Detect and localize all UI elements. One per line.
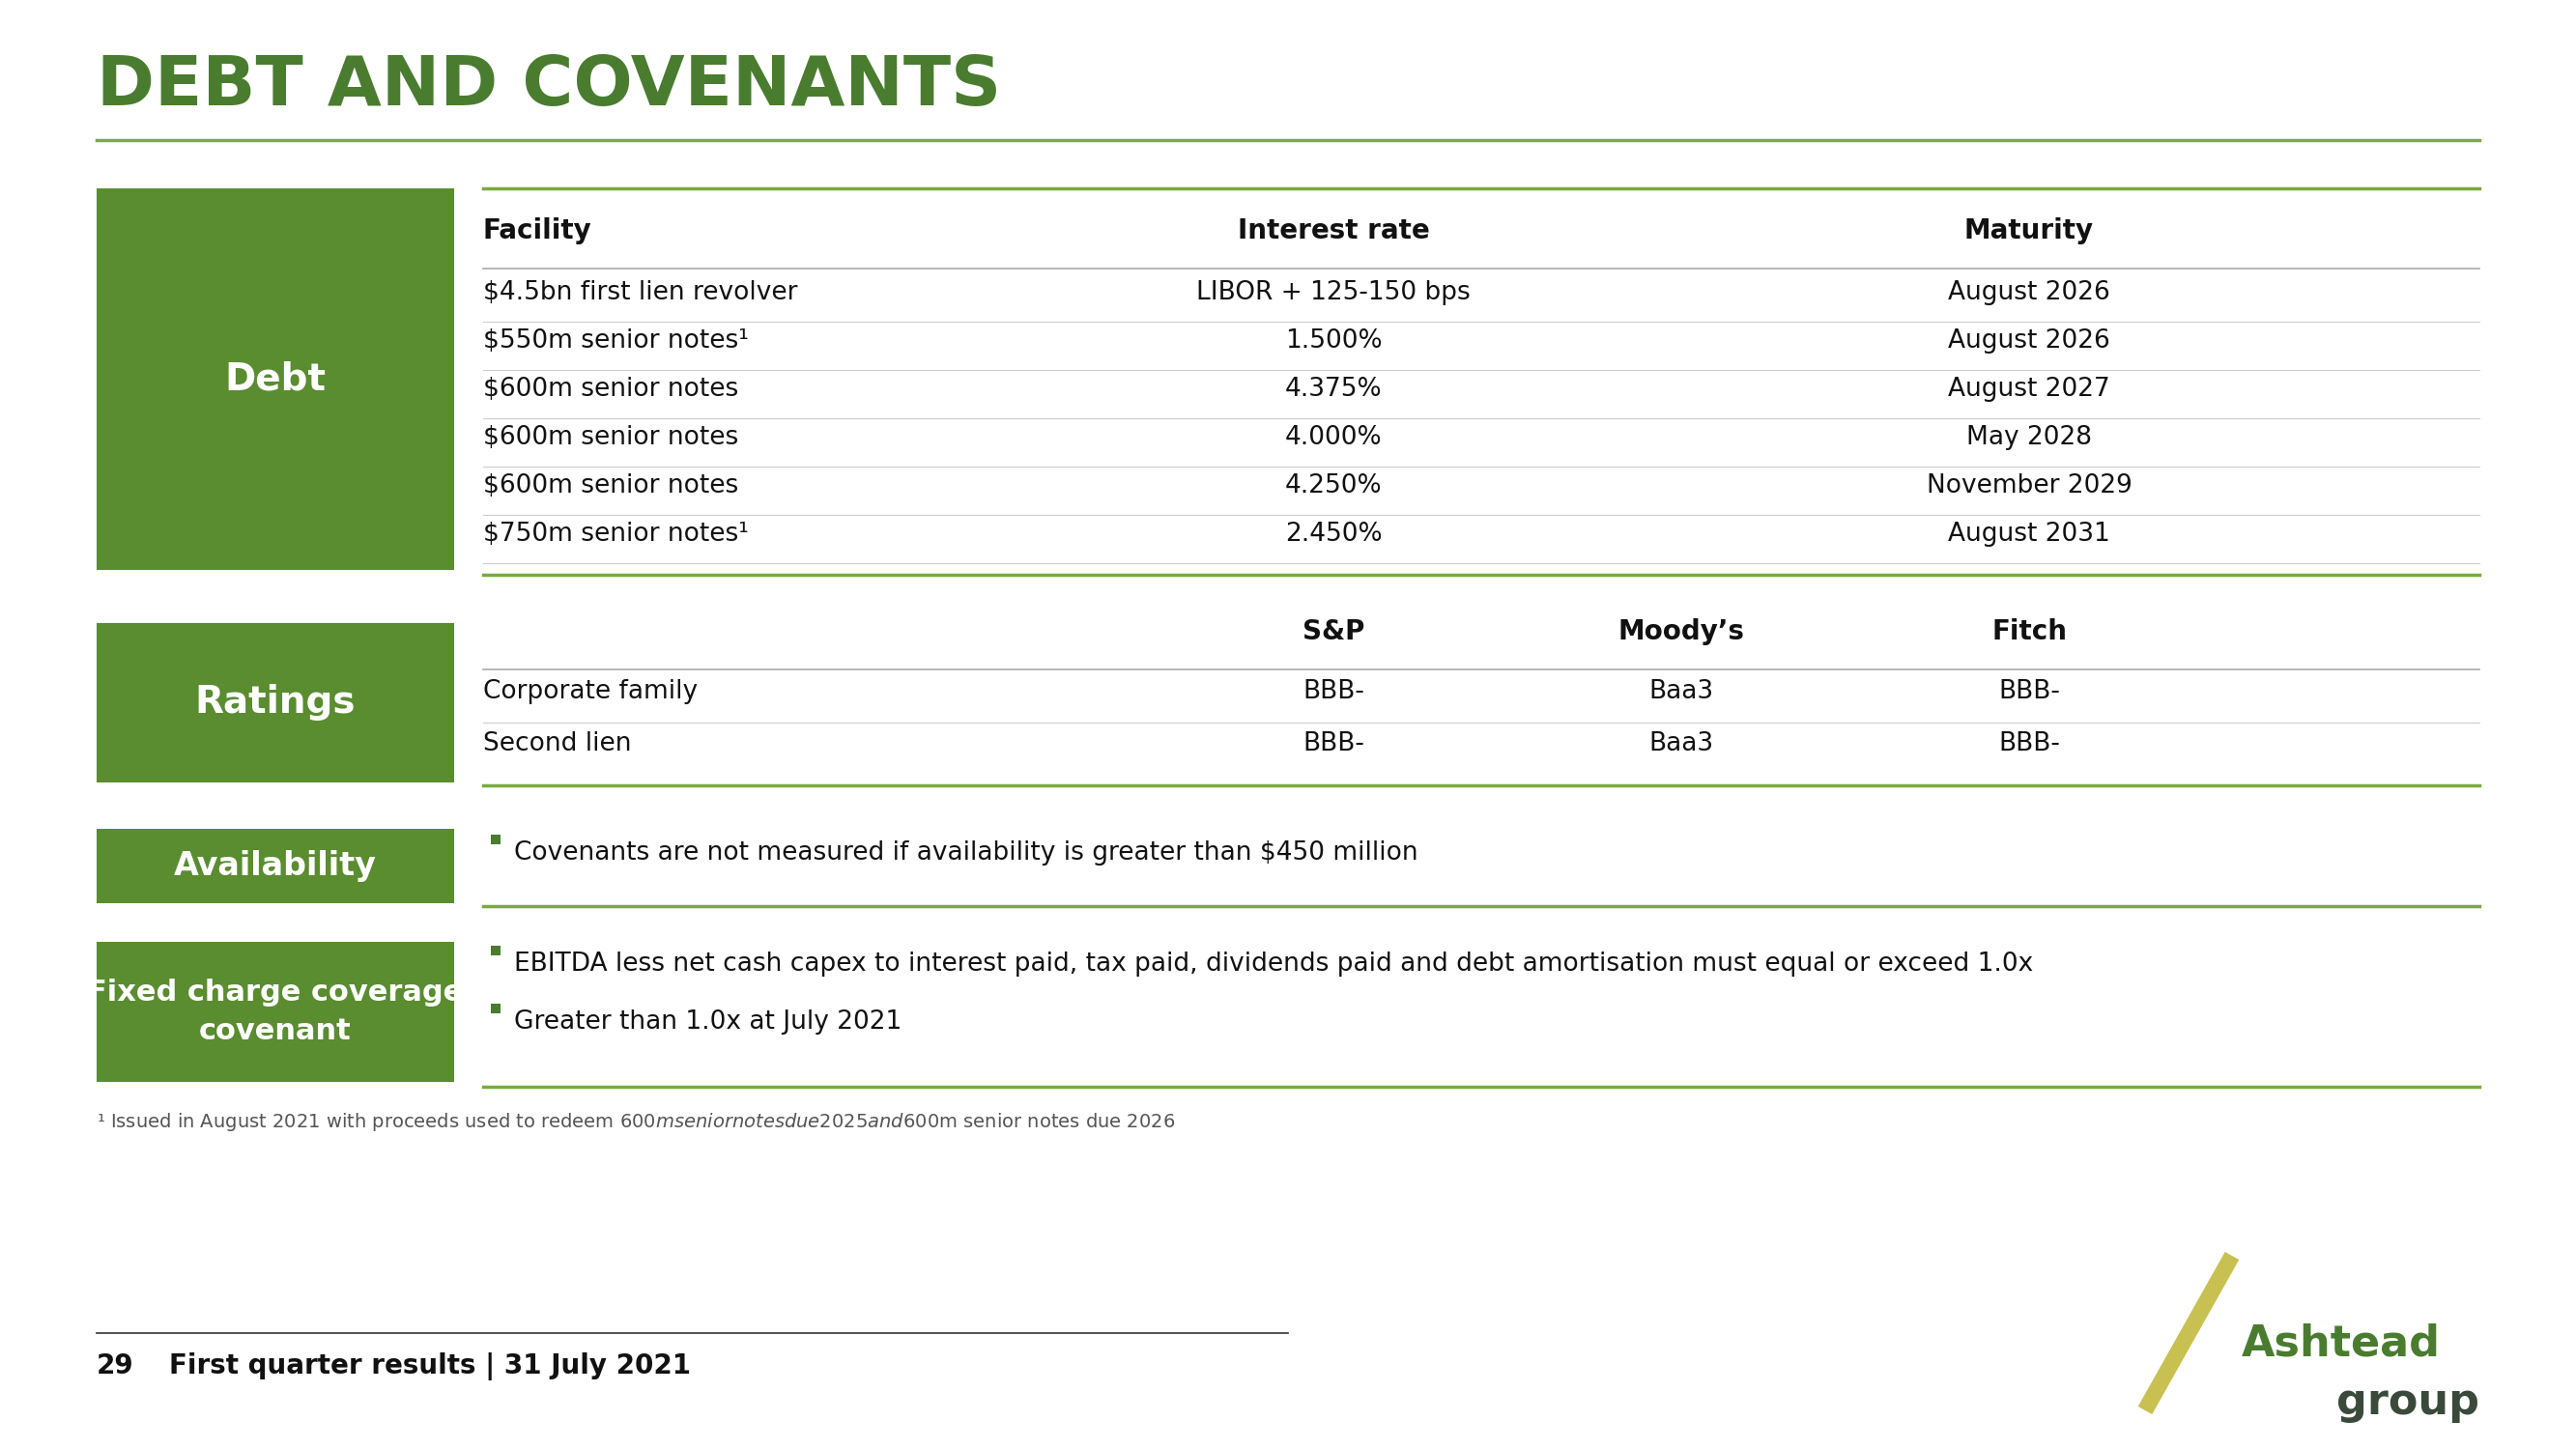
Text: Covenants are not measured if availability is greater than $450 million: Covenants are not measured if availabili…	[515, 840, 1417, 865]
Text: $4.5bn first lien revolver: $4.5bn first lien revolver	[484, 280, 799, 306]
Text: Maturity: Maturity	[1965, 217, 2094, 245]
Text: Moody’s: Moody’s	[1618, 619, 1744, 645]
Text: DEBT AND COVENANTS: DEBT AND COVENANTS	[98, 54, 1002, 120]
FancyBboxPatch shape	[492, 1004, 500, 1013]
Text: August 2031: August 2031	[1947, 522, 2110, 546]
FancyBboxPatch shape	[98, 829, 453, 903]
Text: Fixed charge coverage
covenant: Fixed charge coverage covenant	[88, 978, 464, 1046]
FancyBboxPatch shape	[98, 188, 453, 569]
Text: Facility: Facility	[484, 217, 592, 245]
Text: 4.250%: 4.250%	[1285, 474, 1383, 498]
Text: $600m senior notes: $600m senior notes	[484, 377, 739, 401]
Text: 2.450%: 2.450%	[1285, 522, 1383, 546]
Text: Interest rate: Interest rate	[1236, 217, 1430, 245]
Text: November 2029: November 2029	[1927, 474, 2133, 498]
Text: Greater than 1.0x at July 2021: Greater than 1.0x at July 2021	[515, 1010, 902, 1035]
Text: group: group	[2336, 1381, 2478, 1423]
Text: 4.375%: 4.375%	[1285, 377, 1383, 401]
Text: BBB-: BBB-	[1999, 732, 2061, 756]
Text: Availability: Availability	[175, 851, 376, 882]
Text: BBB-: BBB-	[1999, 680, 2061, 704]
FancyBboxPatch shape	[98, 942, 453, 1082]
Text: August 2026: August 2026	[1947, 280, 2110, 306]
Text: 1.500%: 1.500%	[1285, 329, 1383, 354]
Text: LIBOR + 125-150 bps: LIBOR + 125-150 bps	[1195, 280, 1471, 306]
Text: Baa3: Baa3	[1649, 732, 1713, 756]
Text: Ashtead: Ashtead	[2241, 1323, 2439, 1365]
Text: Fitch: Fitch	[1991, 619, 2066, 645]
Text: 4.000%: 4.000%	[1285, 425, 1383, 451]
Text: $550m senior notes¹: $550m senior notes¹	[484, 329, 750, 354]
Text: $750m senior notes¹: $750m senior notes¹	[484, 522, 750, 546]
FancyBboxPatch shape	[98, 623, 453, 782]
Text: Baa3: Baa3	[1649, 680, 1713, 704]
Text: ¹ Issued in August 2021 with proceeds used to redeem $600m senior notes due 2025: ¹ Issued in August 2021 with proceeds us…	[98, 1111, 1175, 1133]
FancyBboxPatch shape	[492, 946, 500, 955]
Text: August 2026: August 2026	[1947, 329, 2110, 354]
Text: BBB-: BBB-	[1303, 732, 1365, 756]
Text: EBITDA less net cash capex to interest paid, tax paid, dividends paid and debt a: EBITDA less net cash capex to interest p…	[515, 952, 2032, 977]
Text: Second lien: Second lien	[484, 732, 631, 756]
FancyBboxPatch shape	[492, 835, 500, 845]
Text: Ratings: Ratings	[196, 684, 355, 722]
Text: $600m senior notes: $600m senior notes	[484, 425, 739, 451]
Text: BBB-: BBB-	[1303, 680, 1365, 704]
Text: S&P: S&P	[1303, 619, 1365, 645]
Text: First quarter results | 31 July 2021: First quarter results | 31 July 2021	[170, 1352, 690, 1381]
Text: Debt: Debt	[224, 361, 327, 397]
Text: May 2028: May 2028	[1965, 425, 2092, 451]
Text: $600m senior notes: $600m senior notes	[484, 474, 739, 498]
Text: Corporate family: Corporate family	[484, 680, 698, 704]
Text: August 2027: August 2027	[1947, 377, 2110, 401]
Text: 29: 29	[98, 1352, 134, 1379]
